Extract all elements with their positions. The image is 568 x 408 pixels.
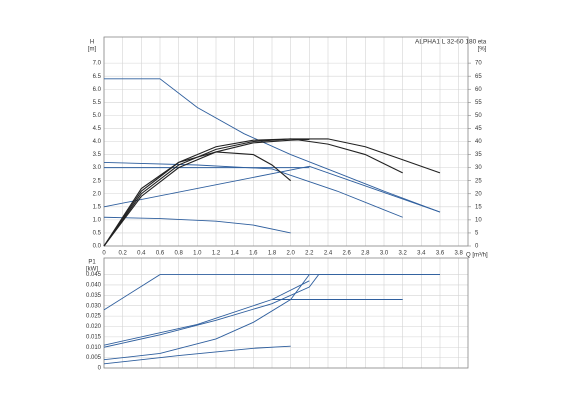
x-tick-label: 2.6	[342, 251, 351, 257]
chart-title: ALPHA1 L 32-60 180	[415, 39, 477, 46]
y-axis-unit: [kW]	[86, 267, 98, 273]
curve	[104, 78, 441, 213]
curve	[103, 138, 403, 247]
y-tick-label: 4.5	[93, 126, 102, 132]
x-tick-label: 0.4	[137, 251, 146, 257]
curve	[103, 161, 403, 218]
curve	[103, 165, 441, 213]
x-tick-label: 3.4	[417, 251, 426, 257]
x-tick-label: 1.2	[212, 251, 221, 257]
x-tick-label: 1.8	[268, 251, 277, 257]
y-axis-label: H	[90, 40, 94, 46]
y2-tick-label: 30	[475, 165, 482, 171]
y-axis-label: P1	[88, 260, 96, 266]
y-tick-label: 3.0	[93, 165, 102, 171]
y2-tick-label: 10	[475, 217, 482, 223]
y-tick-label: 0.010	[86, 345, 102, 351]
curve	[103, 280, 310, 346]
y-tick-label: 0	[98, 366, 102, 372]
y-tick-label: 5.5	[93, 100, 102, 106]
y-tick-label: 0.0	[93, 244, 102, 250]
y2-tick-label: 50	[475, 113, 482, 119]
y-tick-label: 0.005	[86, 355, 102, 361]
y-tick-label: 5.0	[93, 113, 102, 119]
curve	[103, 274, 310, 361]
y2-axis-label: eta	[478, 40, 487, 46]
curve	[103, 151, 292, 247]
x-tick-label: 3.0	[380, 251, 389, 257]
y-tick-label: 2.0	[93, 191, 102, 197]
y-axis-unit: [m]	[88, 47, 97, 53]
y-tick-label: 0.025	[86, 314, 102, 320]
y-tick-label: 0.015	[86, 334, 102, 340]
y-tick-label: 0.035	[86, 293, 102, 299]
y-tick-label: 0.045	[86, 272, 102, 278]
plot-frame	[103, 36, 469, 247]
y-tick-label: 3.5	[93, 152, 102, 158]
y-tick-label: 2.5	[93, 178, 102, 184]
y-tick-label: 7.0	[93, 61, 102, 67]
y2-tick-label: 5	[475, 231, 479, 237]
plot-frame	[103, 257, 469, 369]
curve	[103, 216, 291, 234]
y-tick-label: 0.020	[86, 324, 102, 330]
curve	[103, 345, 291, 365]
y2-tick-label: 25	[475, 178, 482, 184]
x-tick-label: 2.4	[324, 251, 333, 257]
y2-tick-label: 0	[475, 244, 479, 250]
x-axis-label: Q [m³/h]	[466, 253, 488, 259]
y-tick-label: 6.0	[93, 87, 102, 93]
y2-tick-label: 35	[475, 152, 482, 158]
x-tick-label: 3.8	[454, 251, 463, 257]
y2-tick-label: 15	[475, 204, 482, 210]
y2-axis-unit: [%]	[478, 47, 487, 53]
curve	[103, 274, 440, 348]
y2-tick-label: 20	[475, 191, 482, 197]
x-tick-label: 2.2	[305, 251, 314, 257]
y-tick-label: 0.040	[86, 283, 102, 289]
y2-tick-label: 55	[475, 100, 482, 106]
y-tick-label: 0.030	[86, 303, 102, 309]
x-tick-label: 1.4	[230, 251, 239, 257]
x-tick-label: 0.2	[118, 251, 127, 257]
y2-tick-label: 40	[475, 139, 482, 145]
x-tick-label: 1.6	[249, 251, 258, 257]
x-tick-label: 3.2	[398, 251, 407, 257]
y-tick-label: 1.5	[93, 204, 102, 210]
x-tick-label: 0	[102, 251, 106, 257]
y-tick-label: 0.5	[93, 231, 102, 237]
y-tick-label: 1.0	[93, 217, 102, 223]
x-tick-label: 2.8	[361, 251, 370, 257]
x-tick-label: 1.0	[193, 251, 202, 257]
y-tick-label: 6.5	[93, 74, 102, 80]
y2-tick-label: 65	[475, 74, 482, 80]
curve	[103, 138, 441, 247]
y2-tick-label: 70	[475, 61, 482, 67]
x-tick-label: 0.6	[156, 251, 165, 257]
x-tick-label: 3.6	[436, 251, 445, 257]
y2-tick-label: 45	[475, 126, 482, 132]
x-tick-label: 0.8	[174, 251, 183, 257]
y-tick-label: 4.0	[93, 139, 102, 145]
x-tick-label: 2.0	[286, 251, 295, 257]
y2-tick-label: 60	[475, 87, 482, 93]
